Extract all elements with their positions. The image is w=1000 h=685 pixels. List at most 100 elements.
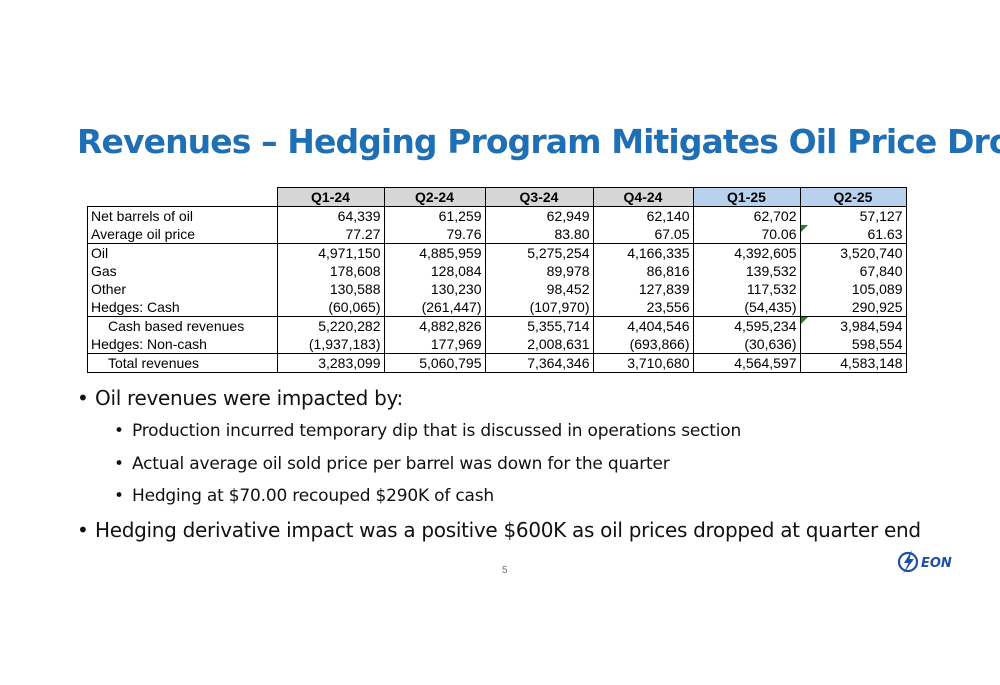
column-header: Q2-25 (799, 187, 907, 207)
table-cell: 4,882,826 (383, 316, 486, 335)
table-cell: 57,127 (799, 206, 907, 225)
table-cell: 4,885,959 (383, 243, 486, 262)
table-row: Average oil price 77.27 79.76 83.80 67.0… (87, 225, 907, 244)
table-cell: 130,588 (276, 280, 385, 298)
table-cell: (107,970) (484, 298, 594, 317)
table-row: Total revenues 3,283,099 5,060,795 7,364… (87, 353, 907, 373)
lightning-bolt-icon (897, 550, 919, 574)
row-label: Total revenues (87, 353, 278, 373)
bullet-marker: • (114, 421, 124, 441)
table-cell: (30,636) (692, 335, 801, 354)
bullet-marker: • (114, 486, 124, 506)
bullet-item: • Oil revenues were impacted by: (77, 386, 403, 410)
table-cell: 89,978 (484, 262, 594, 280)
table-cell: 128,084 (383, 262, 486, 280)
table-row: Net barrels of oil 64,339 61,259 62,949 … (87, 206, 907, 225)
table-cell: 61,259 (383, 206, 486, 225)
table-cell: 67,840 (799, 262, 907, 280)
table-cell: 64,339 (276, 206, 385, 225)
row-label: Gas (87, 262, 278, 280)
table-cell-commented: 61.63 (799, 225, 907, 244)
table-cell: (693,866) (592, 335, 694, 354)
table-cell: 598,554 (799, 335, 907, 354)
table-cell: 4,404,546 (592, 316, 694, 335)
table-row: Gas 178,608 128,084 89,978 86,816 139,53… (87, 262, 907, 280)
table-cell: 4,564,597 (692, 353, 801, 373)
comment-indicator-icon (800, 317, 808, 324)
row-label: Cash based revenues (87, 316, 278, 335)
table-cell: 2,008,631 (484, 335, 594, 354)
table-cell: 290,925 (799, 298, 907, 317)
sub-bullet-item: • Production incurred temporary dip that … (114, 421, 741, 441)
logo-text: EON (921, 556, 952, 571)
bullet-marker: • (114, 454, 124, 474)
bullet-item: • Hedging derivative impact was a positiv… (77, 518, 921, 542)
column-header: Q1-25 (692, 187, 801, 207)
table-row: Hedges: Cash (60,065) (261,447) (107,970… (87, 298, 907, 317)
table-cell: 130,230 (383, 280, 486, 298)
comment-indicator-icon (800, 225, 808, 232)
table-row: Hedges: Non-cash (1,937,183) 177,969 2,0… (87, 335, 907, 354)
bullet-text: Oil revenues were impacted by: (95, 386, 403, 410)
table-cell: 83.80 (484, 225, 594, 244)
row-label: Net barrels of oil (87, 206, 278, 225)
row-label: Hedges: Non-cash (87, 335, 278, 354)
bullet-text: Actual average oil sold price per barrel… (132, 454, 670, 474)
page-number: 5 (502, 565, 508, 576)
bullet-text: Hedging derivative impact was a positive… (95, 518, 921, 542)
table-cell: 62,702 (692, 206, 801, 225)
sub-bullet-item: • Actual average oil sold price per barre… (114, 454, 670, 474)
row-label: Oil (87, 243, 278, 262)
bullet-marker: • (77, 518, 89, 542)
revenue-table: Q1-24 Q2-24 Q3-24 Q4-24 Q1-25 Q2-25 Net … (87, 187, 907, 373)
table-cell: 77.27 (276, 225, 385, 244)
table-cell: (60,065) (276, 298, 385, 317)
table-cell: 4,595,234 (692, 316, 801, 335)
row-label: Other (87, 280, 278, 298)
sub-bullet-item: • Hedging at $70.00 recouped $290K of cas… (114, 486, 494, 506)
table-cell: 3,283,099 (276, 353, 385, 373)
column-header: Q2-24 (383, 187, 486, 207)
table-cell: 5,060,795 (383, 353, 486, 373)
table-cell: 62,949 (484, 206, 594, 225)
row-label: Hedges: Cash (87, 298, 278, 317)
table-cell-commented: 3,984,594 (799, 316, 907, 335)
bullet-marker: • (77, 386, 89, 410)
table-cell: (1,937,183) (276, 335, 385, 354)
table-cell: 127,839 (592, 280, 694, 298)
row-label: Average oil price (87, 225, 278, 244)
table-cell: 67.05 (592, 225, 694, 244)
table-header-row: Q1-24 Q2-24 Q3-24 Q4-24 Q1-25 Q2-25 (88, 187, 907, 207)
column-header: Q3-24 (484, 187, 594, 207)
table-cell: 5,220,282 (276, 316, 385, 335)
table-cell: 4,166,335 (592, 243, 694, 262)
table-cell: 70.06 (692, 225, 801, 244)
slide-title: Revenues – Hedging Program Mitigates Oil… (77, 122, 1000, 161)
table-row: Other 130,588 130,230 98,452 127,839 117… (87, 280, 907, 298)
table-cell: 98,452 (484, 280, 594, 298)
table-cell: (54,435) (692, 298, 801, 317)
table-cell: 178,608 (276, 262, 385, 280)
table-cell: 3,710,680 (592, 353, 694, 373)
table-cell: 23,556 (592, 298, 694, 317)
table-cell: 5,275,254 (484, 243, 594, 262)
bullet-text: Hedging at $70.00 recouped $290K of cash (132, 486, 494, 506)
column-header: Q4-24 (592, 187, 694, 207)
table-cell: (261,447) (383, 298, 486, 317)
table-cell: 4,392,605 (692, 243, 801, 262)
table-cell: 79.76 (383, 225, 486, 244)
table-row: Cash based revenues 5,220,282 4,882,826 … (87, 316, 907, 335)
eon-logo: EON (897, 550, 952, 574)
table-cell: 7,364,346 (484, 353, 594, 373)
table-cell: 4,971,150 (276, 243, 385, 262)
table-corner (88, 188, 278, 207)
table-cell: 177,969 (383, 335, 486, 354)
cell-value: 61.63 (867, 226, 903, 242)
table-cell: 117,532 (692, 280, 801, 298)
table-cell: 5,355,714 (484, 316, 594, 335)
table-cell: 62,140 (592, 206, 694, 225)
cell-value: 3,984,594 (840, 318, 903, 334)
bullet-text: Production incurred temporary dip that i… (132, 421, 742, 441)
table-cell: 86,816 (592, 262, 694, 280)
column-header: Q1-24 (276, 187, 385, 207)
